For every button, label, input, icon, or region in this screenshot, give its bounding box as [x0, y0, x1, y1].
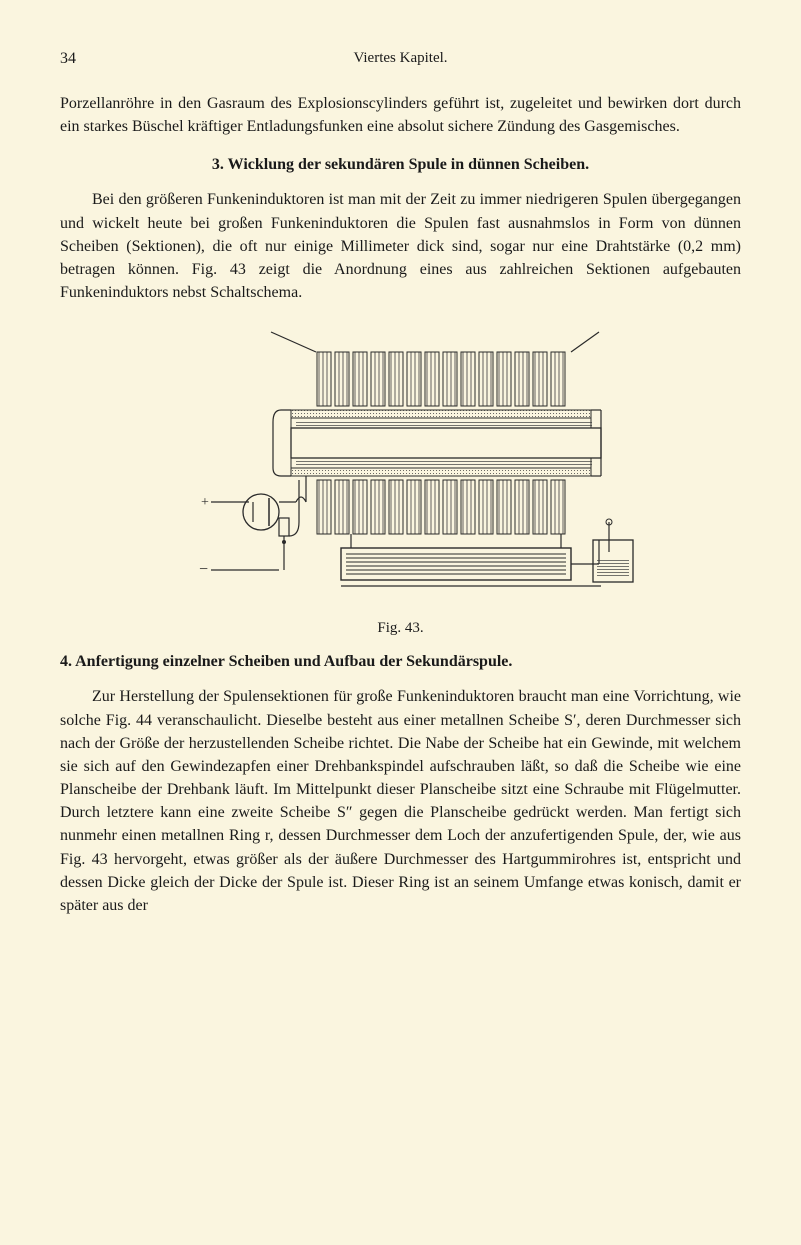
- figure-43-caption: Fig. 43.: [60, 620, 741, 637]
- figure-43: + −: [60, 322, 741, 612]
- section-3-heading: 3. Wicklung der sekundären Spule in dünn…: [60, 156, 741, 174]
- intro-paragraph: Porzellanröhre in den Gasraum des Explos…: [60, 92, 741, 138]
- section-4-paragraph: Zur Herstellung der Spulensektionen für …: [60, 685, 741, 917]
- svg-text:−: −: [199, 561, 208, 578]
- section-4-heading: 4. Anfertigung einzelner Scheiben und Au…: [60, 653, 741, 671]
- chapter-title: Viertes Kapitel.: [353, 50, 447, 67]
- page-header: 34 Viertes Kapitel.: [60, 50, 741, 68]
- figure-43-svg: + −: [141, 322, 661, 612]
- page-number: 34: [60, 50, 76, 67]
- document-page: 34 Viertes Kapitel. Porzellanröhre in de…: [0, 0, 801, 985]
- section-3-paragraph: Bei den größeren Funkeninduktoren ist ma…: [60, 188, 741, 304]
- svg-text:+: +: [201, 495, 209, 510]
